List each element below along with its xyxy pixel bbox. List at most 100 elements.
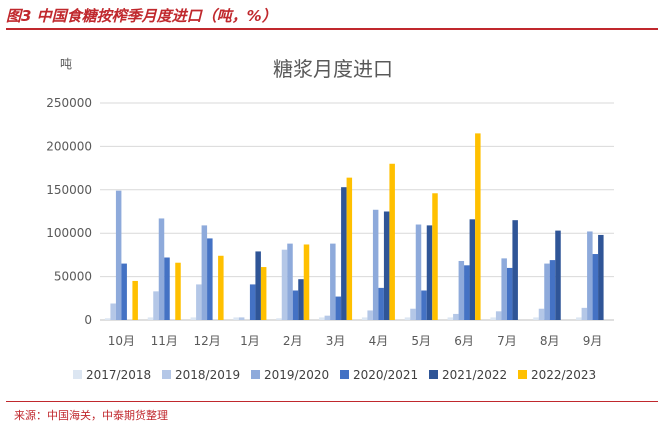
bar (175, 262, 181, 320)
x-tick-label: 3月 (326, 334, 346, 348)
x-tick-label: 1月 (240, 334, 260, 348)
legend-label: 2017/2018 (86, 368, 151, 382)
bar (490, 317, 496, 320)
bar (495, 311, 502, 320)
x-tick-label: 6月 (454, 334, 474, 348)
bar (506, 267, 513, 320)
legend-swatch (73, 370, 82, 379)
bar (287, 243, 293, 320)
y-tick-label: 100000 (46, 226, 92, 240)
bar (164, 257, 170, 320)
bar (298, 279, 304, 320)
x-tick-label: 2月 (283, 334, 303, 348)
bar (201, 225, 208, 320)
x-tick-label: 4月 (369, 334, 389, 348)
bar (592, 254, 599, 320)
bar (469, 219, 476, 320)
bar (512, 220, 518, 320)
x-axis-ticks: 10月 11月 12月 1月 2月 3月 4月 5月 6月 7月 8月 9月 (108, 334, 603, 348)
bar (276, 318, 282, 320)
x-tick-label: 8月 (540, 334, 560, 348)
bar (233, 317, 239, 320)
bar (303, 244, 310, 320)
legend-swatch (251, 370, 260, 379)
bar (410, 308, 416, 320)
bar (238, 317, 245, 320)
y-tick-label: 200000 (46, 139, 92, 153)
bar (341, 187, 347, 320)
bar (372, 209, 379, 320)
bar (415, 224, 422, 320)
bar (196, 284, 202, 320)
bar (555, 230, 561, 320)
legend-swatch (518, 370, 527, 379)
bar (581, 307, 588, 320)
bar (319, 317, 325, 320)
y-axis-unit-label: 吨 (60, 57, 72, 71)
bar (110, 303, 116, 320)
figure-caption: 图3 中国食糖按榨季月度进口（吨，%） (6, 7, 277, 25)
bar (544, 263, 550, 320)
bar (475, 133, 481, 320)
legend-label: 2018/2019 (175, 368, 240, 382)
bar (260, 267, 267, 320)
bar (132, 280, 138, 320)
y-tick-label: 150000 (46, 183, 92, 197)
bar (335, 296, 342, 320)
bar (367, 310, 373, 320)
bar (190, 317, 197, 320)
bar (533, 317, 539, 320)
x-tick-label: 5月 (411, 334, 431, 348)
legend-swatch (429, 370, 438, 379)
bar (158, 218, 165, 320)
source-note: 来源：中国海关，中泰期货整理 (14, 409, 168, 422)
bar (458, 260, 465, 320)
bar (447, 317, 454, 320)
chart-title: 糖浆月度进口 (273, 57, 393, 81)
x-tick-label: 11月 (151, 334, 178, 348)
bar (576, 317, 582, 320)
chart-svg: 糖浆月度进口 吨 050000100000150000200000250000 … (46, 57, 614, 382)
legend-label: 2022/2023 (531, 368, 596, 382)
bar (464, 265, 470, 320)
bar-group (104, 133, 604, 320)
bar (281, 249, 288, 320)
bar (255, 251, 261, 320)
y-axis-ticks: 0 50000 100000 150000 200000 250000 (46, 96, 92, 327)
bar (249, 284, 256, 320)
bar (538, 308, 545, 320)
x-tick-label: 7月 (497, 334, 517, 348)
bar (207, 238, 213, 320)
bar (346, 177, 353, 320)
bar (104, 318, 111, 320)
bar (383, 211, 390, 320)
bar (421, 290, 427, 320)
bar (426, 225, 433, 320)
bar (587, 231, 593, 320)
legend-swatch (340, 370, 349, 379)
bar (330, 243, 336, 320)
bar (121, 263, 127, 320)
caption-rule (6, 28, 658, 30)
legend-label: 2019/2020 (264, 368, 329, 382)
bar (404, 317, 411, 320)
bar (361, 317, 368, 320)
bar (378, 287, 384, 320)
legend-label: 2020/2021 (353, 368, 418, 382)
bar (501, 258, 507, 320)
bar (115, 190, 122, 320)
bar (432, 193, 438, 320)
x-tick-label: 12月 (193, 334, 220, 348)
x-tick-label: 10月 (108, 334, 135, 348)
bar (324, 315, 331, 320)
y-tick-label: 250000 (46, 96, 92, 110)
legend-swatch (162, 370, 171, 379)
x-tick-label: 9月 (583, 334, 603, 348)
bar (292, 290, 299, 320)
bar (389, 163, 395, 320)
bar (147, 317, 154, 320)
y-tick-label: 0 (84, 313, 92, 327)
bar (153, 291, 159, 320)
legend: 2017/2018 2018/2019 2019/2020 2020/2021 2021… (73, 368, 596, 382)
bar (453, 313, 459, 320)
